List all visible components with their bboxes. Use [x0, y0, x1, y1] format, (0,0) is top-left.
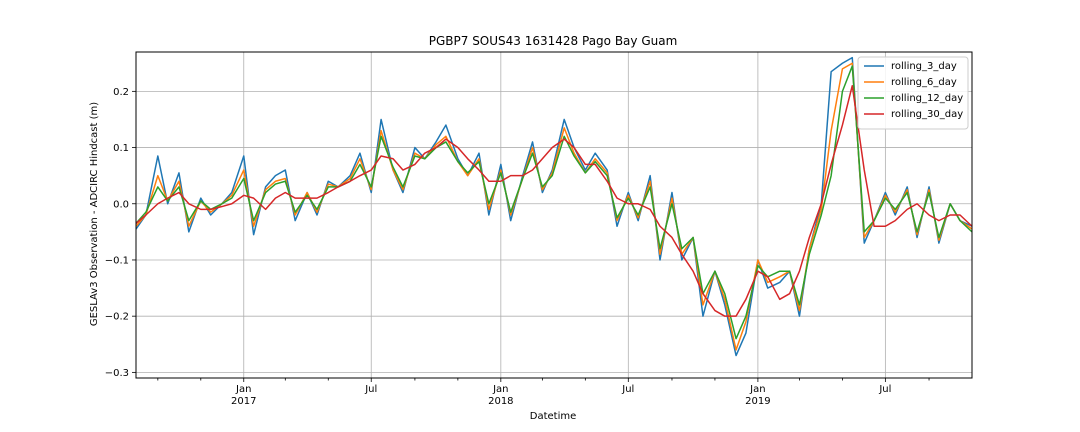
legend-entry: rolling_12_day	[891, 93, 963, 104]
x-tick-label: Jul	[364, 384, 377, 395]
x-tick-label: Jan	[492, 384, 508, 395]
y-tick-label: 0.2	[113, 87, 129, 98]
x-tick-label: Jul	[878, 384, 891, 395]
y-tick-label: −0.2	[105, 312, 129, 323]
y-axis-label: GESLAv3 Observation - ADCIRC Hindcast (m…	[89, 102, 100, 326]
grid	[136, 52, 972, 378]
x-tick-year-label: 2019	[745, 396, 770, 407]
x-tick-year-label: 2018	[488, 396, 513, 407]
x-axis-label: Datetime	[530, 411, 577, 422]
x-tick-label: Jan	[749, 384, 765, 395]
x-tick-label: Jul	[621, 384, 634, 395]
series-line-rolling-6-day	[135, 62, 973, 351]
series-line-rolling-3-day	[135, 56, 973, 357]
series-line-rolling-12-day	[135, 65, 973, 340]
y-tick-label: 0.1	[113, 143, 129, 154]
y-tick-label: 0.0	[113, 199, 129, 210]
legend-entry: rolling_30_day	[891, 109, 963, 120]
y-tick-label: −0.3	[105, 368, 129, 379]
y-tick-label: −0.1	[105, 255, 129, 266]
chart-title: PGBP7 SOUS43 1631428 Pago Bay Guam	[429, 34, 678, 48]
plot-frame	[135, 51, 973, 379]
legend-entry: rolling_6_day	[891, 77, 957, 88]
series-line-rolling-30-day	[135, 84, 973, 317]
legend-entry: rolling_3_day	[891, 61, 957, 72]
x-tick-year-label: 2017	[231, 396, 256, 407]
x-tick-label: Jan	[235, 384, 251, 395]
plot-series	[135, 56, 973, 357]
legend: rolling_3_day rolling_6_day rolling_12_day…	[857, 56, 969, 130]
legend-box	[857, 56, 969, 130]
